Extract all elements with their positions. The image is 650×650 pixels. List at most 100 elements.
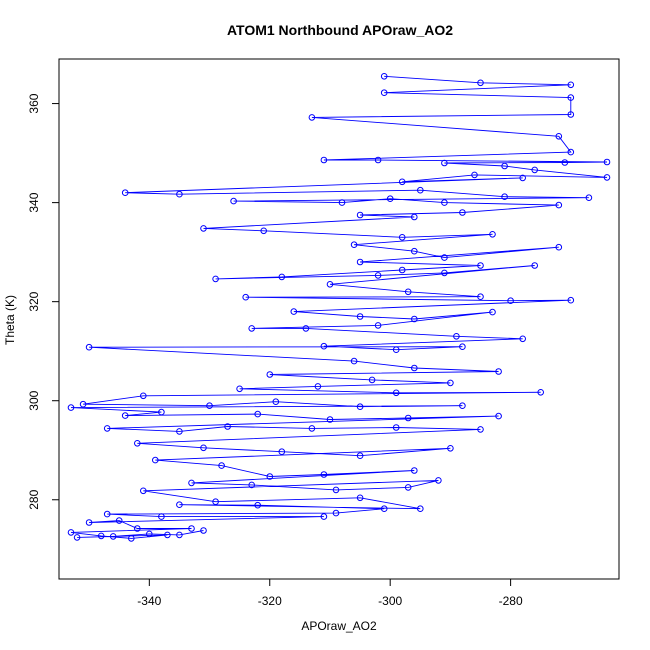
y-tick-label: 360 xyxy=(27,93,41,113)
data-point xyxy=(79,400,87,408)
data-point xyxy=(332,509,340,517)
data-point xyxy=(236,385,243,393)
data-point xyxy=(603,174,611,181)
data-point xyxy=(176,190,183,198)
data-point xyxy=(121,412,129,419)
data-point xyxy=(242,293,249,301)
data-point xyxy=(134,525,141,532)
data-point xyxy=(109,533,117,540)
data-point xyxy=(350,357,358,365)
data-point xyxy=(519,335,527,343)
data-point xyxy=(356,211,364,219)
data-point xyxy=(477,293,484,301)
data-point xyxy=(537,389,545,396)
data-point xyxy=(326,416,334,423)
data-point xyxy=(380,73,388,80)
data-point xyxy=(555,201,563,209)
data-point xyxy=(489,308,496,316)
data-point xyxy=(206,402,213,410)
data-point xyxy=(224,423,231,430)
y-tick-label: 340 xyxy=(27,192,41,212)
data-point xyxy=(121,189,129,196)
y-tick-label: 320 xyxy=(27,291,41,311)
data-point xyxy=(398,234,406,241)
data-point xyxy=(374,322,382,329)
data-point xyxy=(308,425,316,432)
data-point xyxy=(567,296,575,304)
data-point xyxy=(567,94,575,101)
data-point xyxy=(501,162,508,170)
data-point xyxy=(266,473,274,480)
data-point xyxy=(97,532,105,540)
data-point xyxy=(411,315,418,323)
data-point xyxy=(254,501,262,509)
data-point xyxy=(567,148,575,156)
x-tick-label: -280 xyxy=(499,594,523,608)
data-point xyxy=(392,346,400,354)
data-point xyxy=(495,412,502,420)
data-point xyxy=(356,494,364,502)
data-point xyxy=(176,428,183,435)
data-point xyxy=(254,410,262,418)
data-point xyxy=(603,158,611,166)
data-point xyxy=(555,243,563,251)
data-point xyxy=(128,535,135,542)
data-point xyxy=(140,487,147,495)
data-point xyxy=(567,111,575,118)
y-tick-label: 280 xyxy=(27,489,41,509)
data-point xyxy=(531,166,539,174)
data-point xyxy=(314,383,322,390)
data-point xyxy=(115,517,123,524)
data-point xyxy=(356,258,364,266)
x-axis-label: APOraw_AO2 xyxy=(301,619,377,633)
data-point xyxy=(531,262,539,269)
data-point xyxy=(411,364,418,372)
data-point xyxy=(374,156,382,164)
data-point xyxy=(302,325,310,332)
data-point xyxy=(134,440,141,447)
data-point xyxy=(441,254,448,261)
data-point xyxy=(435,477,442,484)
data-point xyxy=(477,79,484,87)
plot-frame xyxy=(58,58,620,580)
data-point xyxy=(441,159,448,167)
data-point xyxy=(519,174,527,182)
data-point xyxy=(320,471,328,478)
series-line xyxy=(70,75,608,539)
data-point xyxy=(230,197,237,205)
data-point xyxy=(459,402,466,410)
data-point xyxy=(368,376,376,384)
data-point xyxy=(332,486,340,494)
data-point xyxy=(200,527,207,534)
data-point xyxy=(85,519,93,526)
data-point xyxy=(85,343,93,351)
data-point xyxy=(67,404,75,411)
data-point xyxy=(555,133,563,140)
data-point xyxy=(447,379,454,387)
data-point xyxy=(140,392,147,400)
data-point xyxy=(320,513,328,520)
data-point xyxy=(266,371,274,378)
data-point xyxy=(477,262,484,269)
data-point xyxy=(386,195,394,202)
data-point xyxy=(404,288,412,296)
data-point xyxy=(212,498,219,506)
data-point xyxy=(501,193,508,200)
data-point xyxy=(380,89,388,96)
y-tick-label: 300 xyxy=(27,390,41,410)
chart-title: ATOM1 Northbound APOraw_AO2 xyxy=(227,22,453,38)
data-point xyxy=(453,333,460,340)
data-point xyxy=(411,247,418,255)
data-point xyxy=(278,273,286,281)
data-point xyxy=(404,414,412,422)
axes: -340 -320 -300 -280 280 300 320 340 360 xyxy=(27,58,620,608)
data-point xyxy=(248,325,255,332)
data-point xyxy=(290,308,298,315)
data-point xyxy=(152,456,159,464)
data-point xyxy=(398,178,406,186)
data-point xyxy=(308,114,316,121)
data-point xyxy=(447,445,454,452)
x-tick-label: -300 xyxy=(378,594,402,608)
data-point xyxy=(356,313,364,320)
